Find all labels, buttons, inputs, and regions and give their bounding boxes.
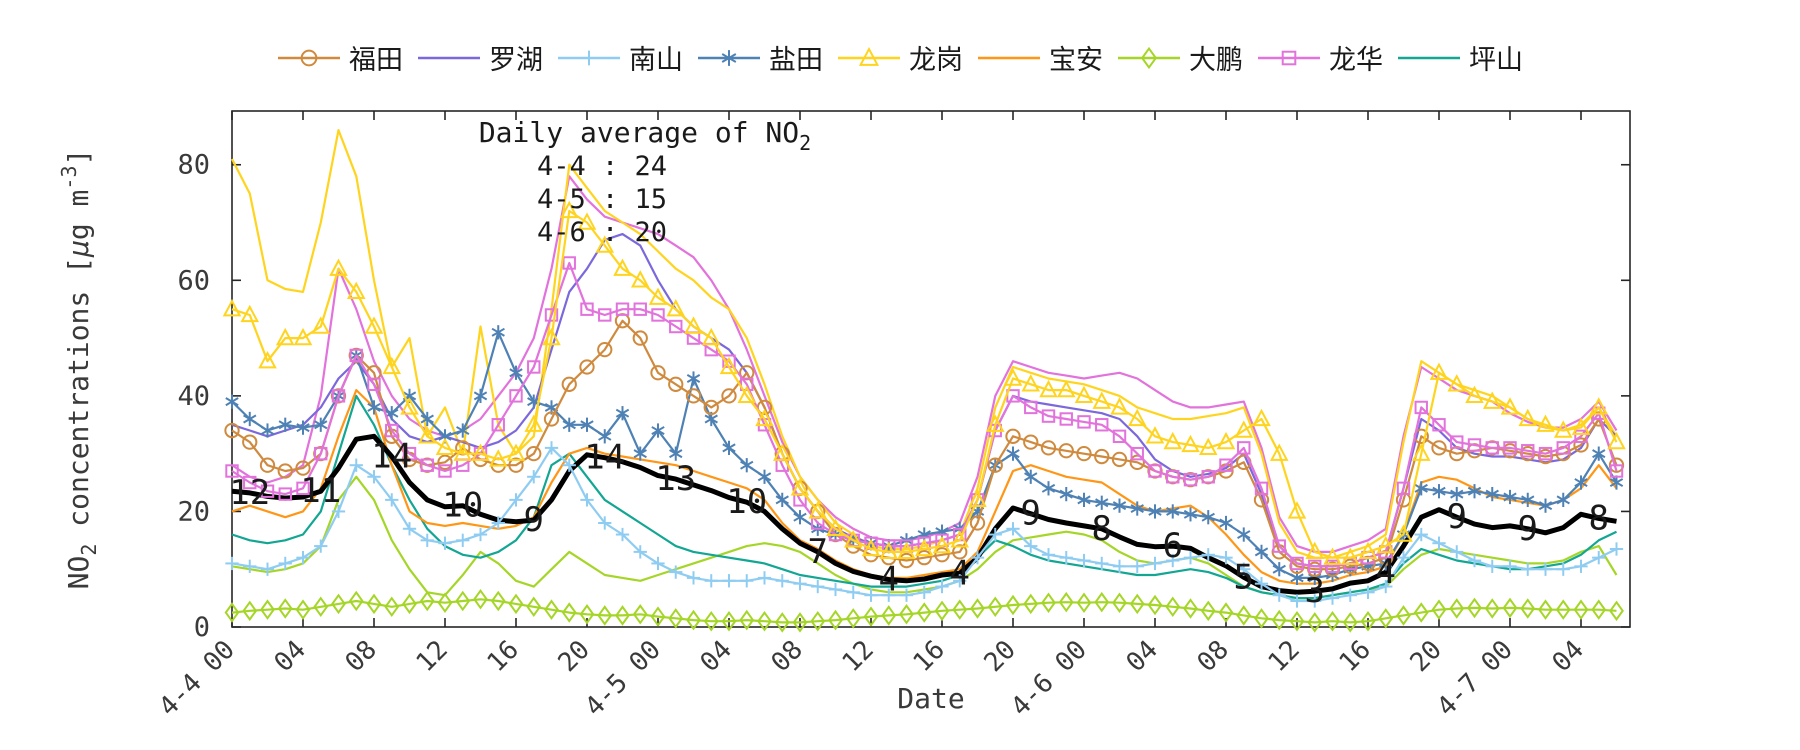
x-tick-label: 04 (1121, 635, 1164, 678)
mean-annotation-value: 9 (1021, 494, 1041, 534)
chart-legend: 福田 罗湖 南山 盐田 龙岗 宝安 大鹏 龙华 坪山 (0, 38, 1800, 77)
daily-average-entry: 4-4 : 24 (537, 151, 667, 182)
y-tick-label: 80 (177, 150, 210, 181)
x-tick-label: 12 (837, 635, 880, 678)
mean-annotation-value: 7 (808, 532, 828, 572)
x-tick-label: 20 (553, 635, 596, 678)
mean-annotation-value: 4 (950, 553, 970, 593)
x-tick-label: 4-5 00 (579, 635, 667, 723)
legend-asterisk-icon (698, 49, 760, 66)
x-tick-label: 20 (1405, 635, 1448, 678)
legend-label: 龙岗 (909, 45, 963, 76)
mean-annotation-value: 9 (1518, 509, 1538, 549)
mean-annotation-value: 9 (524, 500, 544, 540)
daily-average-entry: 4-6 : 20 (537, 217, 667, 248)
mean-annotation-value: 10 (726, 482, 767, 522)
y-tick-label: 60 (177, 265, 210, 296)
x-tick-label: 4-6 00 (1005, 635, 1093, 723)
y-axis-label: NO2 concentrations [μg m-3] (57, 149, 101, 590)
mean-annotation-value: 6 (1163, 526, 1183, 566)
legend-item-宝安: 宝安 (977, 38, 1103, 77)
legend-item-坪山: 坪山 (1397, 38, 1523, 77)
mean-annotation-value: 11 (300, 471, 341, 511)
mean-annotation-value: 9 (1447, 497, 1467, 537)
series-mean-black-line (231, 433, 1617, 595)
legend-triangle-up-icon (838, 46, 900, 66)
legend-label: 宝安 (1049, 45, 1103, 76)
x-tick-label: 4-4 00 (153, 635, 241, 723)
legend-line-swatch (418, 56, 480, 59)
x-tick-label: 12 (411, 635, 454, 678)
x-tick-label: 4-7 00 (1431, 635, 1519, 723)
mean-annotation-value: 8 (1589, 498, 1609, 538)
axes-box (231, 110, 1631, 628)
y-tick-label: 20 (177, 496, 210, 527)
daily-average-entry: 4-5 : 15 (537, 184, 667, 215)
x-tick-label: 20 (979, 635, 1022, 678)
legend-item-南山: 南山 (557, 38, 683, 77)
legend-label: 大鹏 (1189, 45, 1243, 76)
legend-square-icon (1258, 50, 1320, 65)
mean-annotation-value: 14 (584, 438, 625, 478)
x-tick-label: 16 (908, 635, 951, 678)
legend-line-swatch (978, 56, 1040, 59)
x-tick-label: 16 (482, 635, 525, 678)
legend-diamond-icon (1118, 46, 1180, 69)
x-tick-label: 08 (1192, 635, 1235, 678)
x-tick-label: 08 (766, 635, 809, 678)
mean-annotation-value: 4 (879, 560, 899, 600)
x-tick-label: 04 (269, 635, 312, 678)
legend-item-福田: 福田 (277, 38, 403, 77)
series-龙岗 (222, 200, 1626, 565)
series-南山 (225, 441, 1624, 608)
legend-label: 龙华 (1329, 45, 1383, 76)
legend-line-swatch (1398, 56, 1460, 59)
legend-item-龙岗: 龙岗 (837, 38, 963, 77)
x-tick-label: 16 (1334, 635, 1377, 678)
legend-label: 罗湖 (489, 45, 543, 76)
y-tick-label: 0 (194, 612, 210, 643)
mean-line-annotations: 12 11 14 10 9 14 13 10 7 4 4 9 8 6 5 3 4 9 9 8 (229, 437, 1609, 612)
y-tick-label: 40 (177, 381, 210, 412)
mean-annotation-value: 12 (229, 473, 270, 513)
legend-item-盐田: 盐田 (697, 38, 823, 77)
mean-annotation-value: 10 (442, 486, 483, 526)
daily-average-title: Daily average of NO2 (479, 116, 811, 155)
legend-label: 福田 (349, 45, 403, 76)
legend-item-罗湖: 罗湖 (417, 38, 543, 77)
x-axis-label: Date (897, 682, 964, 715)
mean-annotation-value: 5 (1234, 557, 1254, 597)
x-tick-label: 08 (340, 635, 383, 678)
series-大鹏 (224, 589, 1624, 633)
legend-circle-icon (278, 49, 340, 66)
legend-plus-icon (558, 50, 620, 65)
x-tick-label: 04 (695, 635, 738, 678)
legend-item-大鹏: 大鹏 (1117, 38, 1243, 77)
legend-label: 坪山 (1469, 45, 1523, 76)
mean-annotation-value: 13 (655, 459, 696, 499)
legend-item-龙华: 龙华 (1257, 38, 1383, 77)
legend-label: 南山 (629, 45, 683, 76)
x-tick-label: 12 (1263, 635, 1306, 678)
mean-annotation-value: 8 (1092, 509, 1112, 549)
legend-label: 盐田 (769, 45, 823, 76)
mean-annotation-value: 14 (371, 437, 412, 477)
mean-annotation-value: 4 (1376, 552, 1396, 592)
x-tick-label: 04 (1547, 635, 1590, 678)
mean-annotation-value: 3 (1305, 571, 1325, 611)
